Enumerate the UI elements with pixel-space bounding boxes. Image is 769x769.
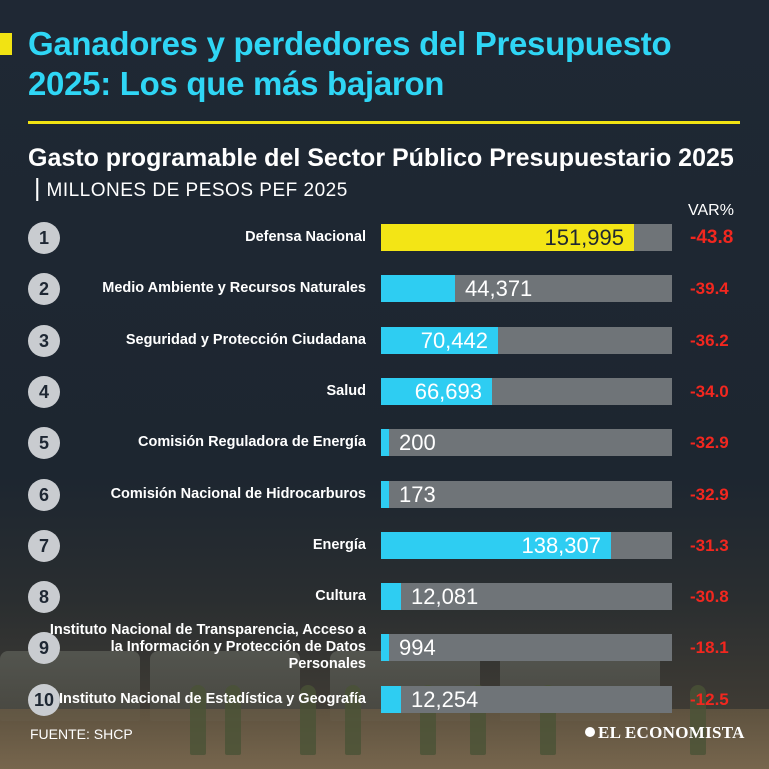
rank-badge: 2 xyxy=(28,272,60,305)
accent-bar xyxy=(0,33,12,55)
background-photo xyxy=(0,599,769,769)
bar-track xyxy=(381,634,672,661)
var-percent: -30.8 xyxy=(690,587,729,606)
bar xyxy=(381,634,389,661)
soldier-shape xyxy=(300,685,316,755)
category-label: Cultura xyxy=(315,588,366,604)
subtitle-title: Gasto programable del Sector Público Pre… xyxy=(28,144,734,172)
rank-badge: 4 xyxy=(28,375,60,408)
yellow-rule xyxy=(28,121,740,124)
rank-badge: 1 xyxy=(28,221,60,254)
value-label: 70,442 xyxy=(420,328,488,353)
bar-track xyxy=(381,481,672,508)
var-percent: -31.3 xyxy=(690,536,729,555)
chart-subtitle: Gasto programable del Sector Público Pre… xyxy=(28,143,768,206)
category-label: Comisión Reguladora de Energía xyxy=(137,434,366,450)
rank-badge: 5 xyxy=(28,426,60,459)
brand-logo-icon xyxy=(585,727,595,737)
var-percent: -39.4 xyxy=(690,279,729,298)
category-label: Comisión Nacional de Hidrocarburos xyxy=(110,486,366,502)
source-note: FUENTE: SHCP xyxy=(30,726,133,742)
category-label: Instituto Nacional de Estadística y Geog… xyxy=(59,691,366,707)
value-label: 200 xyxy=(399,430,436,455)
soldier-shape xyxy=(225,685,241,755)
brand-logo: EL ECONOMISTA xyxy=(598,723,745,742)
rank-badge: 3 xyxy=(28,324,60,357)
bar-track xyxy=(381,686,672,713)
subtitle-unit: MILLONES DE PESOS PEF 2025 xyxy=(46,180,348,201)
subtitle-separator: | xyxy=(34,174,41,202)
bar-track xyxy=(381,583,672,610)
soldier-shape xyxy=(690,685,706,755)
ground xyxy=(0,709,769,769)
var-percent: -32.9 xyxy=(690,433,729,452)
var-percent: -12.5 xyxy=(690,690,729,709)
soldier-shape xyxy=(190,685,206,755)
category-label: Energía xyxy=(312,537,366,553)
category-label: Seguridad y Protección Ciudadana xyxy=(125,332,366,348)
category-label: Instituto Nacional de Transparencia, Acc… xyxy=(49,622,366,672)
value-label: 66,693 xyxy=(414,379,482,404)
value-label: 12,081 xyxy=(411,584,479,609)
bar xyxy=(381,532,611,559)
bar xyxy=(381,583,401,610)
bar xyxy=(381,378,492,405)
var-percent: -18.1 xyxy=(690,638,729,657)
bar xyxy=(381,429,389,456)
rank-badge: 9 xyxy=(28,631,60,664)
rank-badge: 10 xyxy=(28,683,60,716)
value-label: 151,995 xyxy=(544,225,624,250)
var-percent: -36.2 xyxy=(690,331,729,350)
var-column-header: VAR% xyxy=(688,202,734,219)
rank-badge: 8 xyxy=(28,580,60,613)
bar xyxy=(381,275,455,302)
bar xyxy=(381,481,389,508)
bar xyxy=(381,327,498,354)
bar xyxy=(381,224,634,251)
value-label: 994 xyxy=(399,635,436,660)
rank-badge: 7 xyxy=(28,529,60,562)
soldier-shape xyxy=(345,685,361,755)
value-label: 138,307 xyxy=(521,533,601,558)
value-label: 12,254 xyxy=(411,687,479,712)
category-label: Defensa Nacional xyxy=(245,229,366,245)
bar xyxy=(381,686,401,713)
rank-badge: 6 xyxy=(28,478,60,511)
value-label: 173 xyxy=(399,482,436,507)
var-percent: -43.8 xyxy=(690,227,734,248)
category-label: Salud xyxy=(326,383,366,399)
category-label: Medio Ambiente y Recursos Naturales xyxy=(102,280,366,296)
bar-track xyxy=(381,429,672,456)
var-percent: -34.0 xyxy=(690,382,729,401)
value-label: 44,371 xyxy=(465,276,533,301)
var-percent: -32.9 xyxy=(690,485,729,504)
headline: Ganadores y perdedores del Presupuesto 2… xyxy=(28,25,672,102)
